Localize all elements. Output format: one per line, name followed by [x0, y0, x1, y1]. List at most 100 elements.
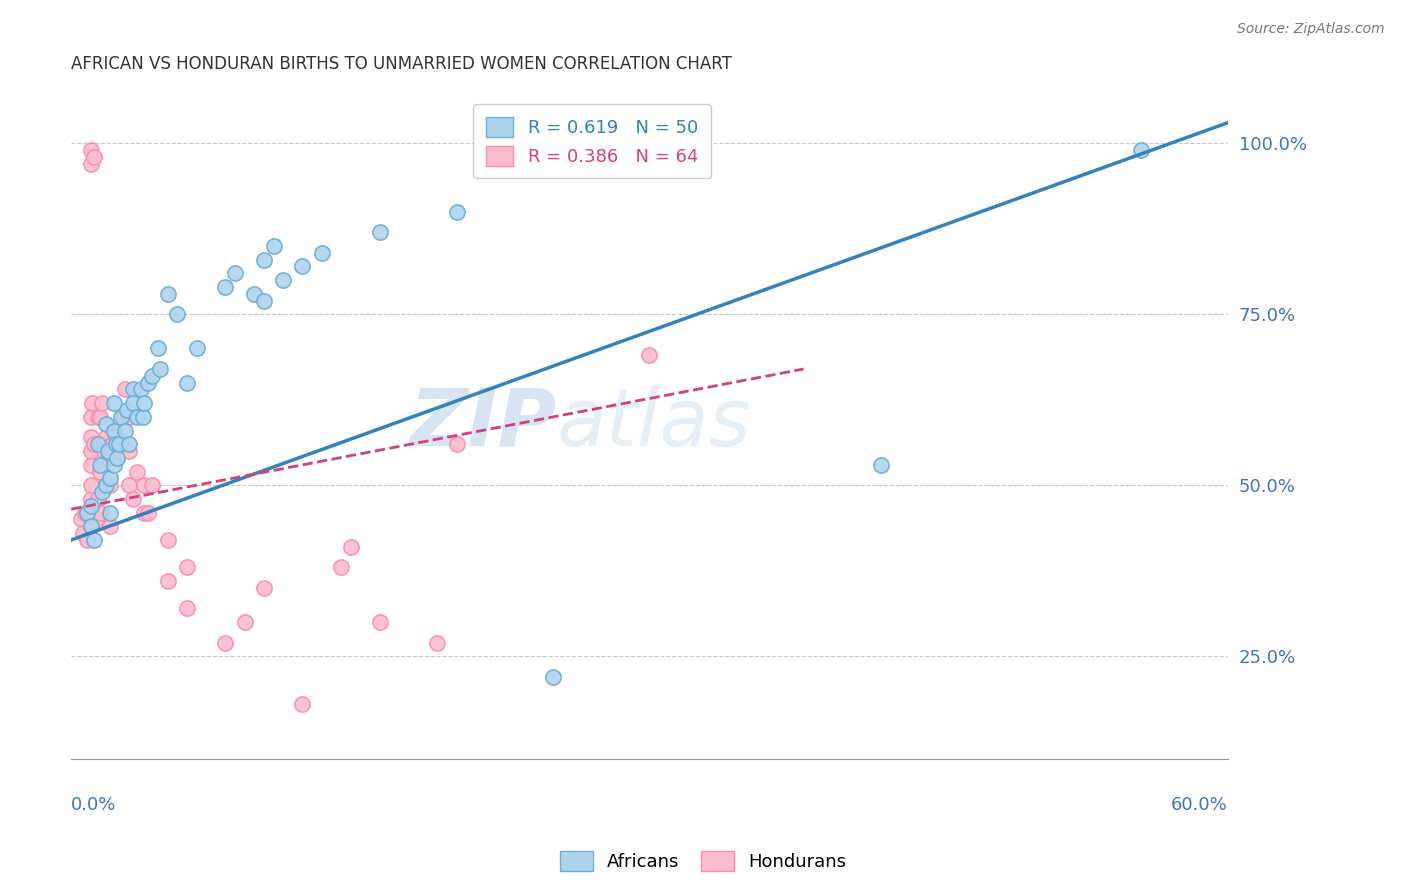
Point [89, 458, 111, 472]
Point [146, 342, 169, 356]
Point [82, 396, 104, 410]
Point [97, 444, 120, 458]
Point [72, 526, 94, 541]
Point [253, 252, 276, 267]
Point [118, 478, 141, 492]
Point [110, 437, 132, 451]
Point [214, 280, 236, 294]
Point [339, 540, 361, 554]
Point [368, 615, 391, 629]
Point [89, 409, 111, 424]
Point [97, 450, 120, 465]
Point [77, 506, 100, 520]
Point [253, 581, 276, 595]
Point [136, 506, 159, 520]
Point [94, 430, 117, 444]
Point [156, 533, 179, 547]
Point [94, 478, 117, 492]
Point [87, 491, 110, 506]
Point [125, 409, 148, 424]
Point [122, 383, 145, 397]
Point [253, 293, 276, 308]
Point [91, 396, 114, 410]
Point [79, 491, 101, 506]
Point [1129, 143, 1152, 157]
Point [79, 458, 101, 472]
Point [76, 533, 98, 547]
Point [156, 286, 179, 301]
Point [76, 506, 98, 520]
Point [131, 409, 153, 424]
Point [134, 396, 156, 410]
Point [103, 444, 125, 458]
Point [83, 437, 105, 451]
Point [176, 601, 198, 615]
Point [79, 519, 101, 533]
Text: 60.0%: 60.0% [1171, 796, 1227, 814]
Point [291, 260, 314, 274]
Point [98, 506, 121, 520]
Point [100, 437, 122, 451]
Point [94, 478, 117, 492]
Point [98, 450, 121, 465]
Point [129, 383, 152, 397]
Legend: R = 0.619   N = 50, R = 0.386   N = 64: R = 0.619 N = 50, R = 0.386 N = 64 [474, 104, 710, 178]
Point [108, 437, 131, 451]
Point [368, 225, 391, 239]
Point [103, 424, 125, 438]
Point [110, 409, 132, 424]
Point [118, 409, 141, 424]
Point [330, 560, 353, 574]
Point [125, 465, 148, 479]
Point [114, 424, 136, 438]
Point [122, 396, 145, 410]
Point [638, 348, 661, 362]
Point [84, 512, 107, 526]
Point [98, 519, 121, 533]
Point [541, 670, 564, 684]
Point [107, 450, 129, 465]
Point [291, 697, 314, 711]
Point [79, 143, 101, 157]
Point [87, 409, 110, 424]
Point [186, 342, 208, 356]
Point [104, 437, 127, 451]
Point [224, 266, 246, 280]
Point [79, 444, 101, 458]
Point [446, 437, 468, 451]
Text: atlas: atlas [557, 384, 752, 463]
Point [79, 519, 101, 533]
Point [79, 478, 101, 492]
Point [243, 286, 266, 301]
Point [271, 273, 294, 287]
Point [156, 574, 179, 588]
Point [94, 417, 117, 431]
Point [122, 491, 145, 506]
Point [134, 478, 156, 492]
Point [114, 383, 136, 397]
Point [149, 362, 172, 376]
Point [118, 444, 141, 458]
Point [91, 485, 114, 500]
Point [79, 409, 101, 424]
Point [104, 430, 127, 444]
Text: Source: ZipAtlas.com: Source: ZipAtlas.com [1237, 22, 1385, 37]
Point [176, 560, 198, 574]
Point [79, 499, 101, 513]
Point [70, 512, 93, 526]
Point [311, 245, 333, 260]
Legend: Africans, Hondurans: Africans, Hondurans [553, 844, 853, 879]
Point [73, 506, 96, 520]
Point [79, 157, 101, 171]
Point [107, 450, 129, 465]
Text: ZIP: ZIP [409, 384, 557, 463]
Point [134, 506, 156, 520]
Point [93, 444, 115, 458]
Point [263, 239, 285, 253]
Point [79, 430, 101, 444]
Point [103, 396, 125, 410]
Point [112, 409, 135, 424]
Point [136, 376, 159, 390]
Point [869, 458, 891, 472]
Point [98, 471, 121, 485]
